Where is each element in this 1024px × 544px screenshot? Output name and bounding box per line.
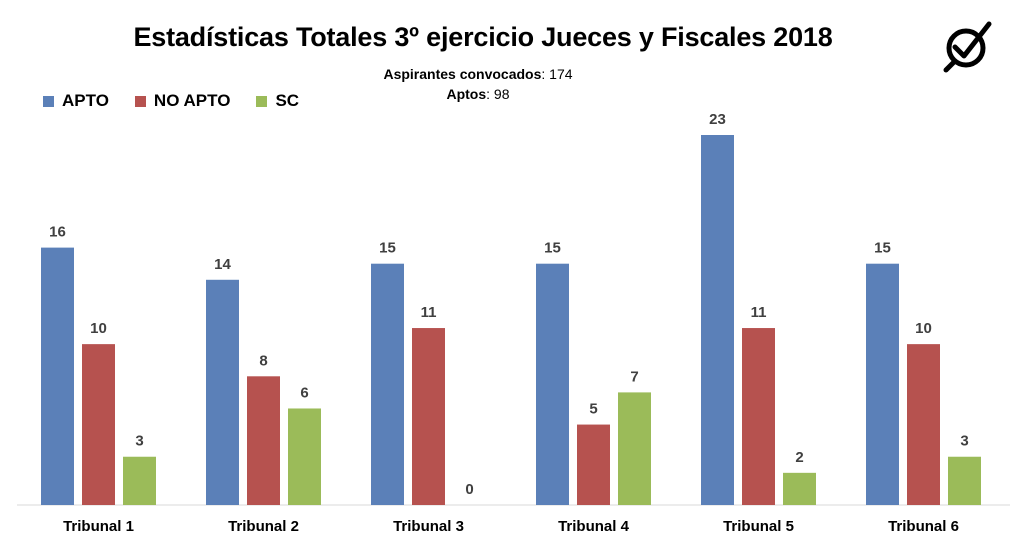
chart-title: Estadísticas Totales 3º ejercicio Jueces… xyxy=(133,22,833,52)
value-label-apto-tribunal-1: 16 xyxy=(49,224,66,241)
bar-sc-tribunal-5 xyxy=(783,472,816,505)
legend-swatch-no-apto xyxy=(134,95,146,107)
category-label-tribunal-3: Tribunal 3 xyxy=(393,518,464,535)
value-label-sc-tribunal-4: 7 xyxy=(630,368,638,385)
value-label-apto-tribunal-4: 15 xyxy=(544,240,561,257)
value-labels-group: 16 10 3 14 8 6 15 11 0 15 5 7 23 11 2 15 10 3 xyxy=(49,111,969,498)
legend-label-no-apto: NO APTO xyxy=(153,91,231,110)
value-label-no-apto-tribunal-5: 11 xyxy=(751,304,767,321)
bars-group xyxy=(41,135,981,505)
convocados-label: Aspirantes convocados xyxy=(383,66,542,82)
bar-sc-tribunal-2 xyxy=(288,408,321,505)
bar-no-apto-tribunal-2 xyxy=(247,376,280,505)
aptos-stat: Aptos: 98 xyxy=(320,86,636,102)
category-label-tribunal-5: Tribunal 5 xyxy=(723,518,794,535)
bar-no-apto-tribunal-4 xyxy=(577,424,610,505)
legend-swatch-apto xyxy=(43,95,54,107)
bar-sc-tribunal-6 xyxy=(948,456,981,505)
bar-apto-tribunal-2 xyxy=(206,279,239,505)
bar-no-apto-tribunal-1 xyxy=(82,344,115,505)
value-label-apto-tribunal-3: 15 xyxy=(379,240,396,257)
value-label-apto-tribunal-6: 15 xyxy=(874,240,891,257)
category-labels-group: Tribunal 1 Tribunal 2 Tribunal 3 Tribunal 4… xyxy=(63,518,959,535)
bar-no-apto-tribunal-6 xyxy=(907,344,940,505)
bar-apto-tribunal-3 xyxy=(371,263,404,505)
value-label-no-apto-tribunal-2: 8 xyxy=(259,352,267,369)
value-label-no-apto-tribunal-6: 10 xyxy=(915,320,932,337)
bar-apto-tribunal-5 xyxy=(701,135,734,505)
category-label-tribunal-1: Tribunal 1 xyxy=(63,518,134,535)
category-label-tribunal-6: Tribunal 6 xyxy=(888,518,959,535)
category-label-tribunal-2: Tribunal 2 xyxy=(228,518,299,535)
value-label-sc-tribunal-2: 6 xyxy=(300,384,308,401)
value-label-no-apto-tribunal-1: 10 xyxy=(90,320,107,337)
value-label-sc-tribunal-3: 0 xyxy=(465,481,473,498)
legend-swatch-sc xyxy=(256,95,268,107)
chart-legend: APTO NO APTO SC xyxy=(43,91,325,111)
convocados-value: : 174 xyxy=(541,66,573,82)
bar-sc-tribunal-1 xyxy=(123,456,156,505)
aptos-value: : 98 xyxy=(486,86,510,102)
value-label-no-apto-tribunal-4: 5 xyxy=(589,401,597,418)
category-label-tribunal-4: Tribunal 4 xyxy=(558,518,630,535)
convocados-stat: Aspirantes convocados: 174 xyxy=(320,66,636,82)
check-magnifier-icon xyxy=(943,21,992,73)
legend-label-sc: SC xyxy=(275,91,300,110)
value-label-no-apto-tribunal-3: 11 xyxy=(421,304,437,321)
value-label-sc-tribunal-5: 2 xyxy=(795,449,803,466)
legend-item-sc: SC xyxy=(256,91,299,111)
bar-apto-tribunal-6 xyxy=(866,263,899,505)
legend-label-apto: APTO xyxy=(62,91,109,110)
value-label-sc-tribunal-1: 3 xyxy=(135,433,143,450)
value-label-apto-tribunal-2: 14 xyxy=(214,256,231,273)
aptos-label: Aptos xyxy=(446,86,487,102)
bar-apto-tribunal-4 xyxy=(536,263,569,505)
bar-no-apto-tribunal-3 xyxy=(412,328,445,505)
bar-apto-tribunal-1 xyxy=(41,247,74,505)
value-label-sc-tribunal-6: 3 xyxy=(960,433,968,450)
value-label-apto-tribunal-5: 23 xyxy=(709,111,726,128)
legend-item-no-apto: NO APTO xyxy=(134,91,231,111)
bar-sc-tribunal-4 xyxy=(618,392,651,505)
legend-item-apto: APTO xyxy=(43,91,109,111)
bar-no-apto-tribunal-5 xyxy=(742,328,775,505)
